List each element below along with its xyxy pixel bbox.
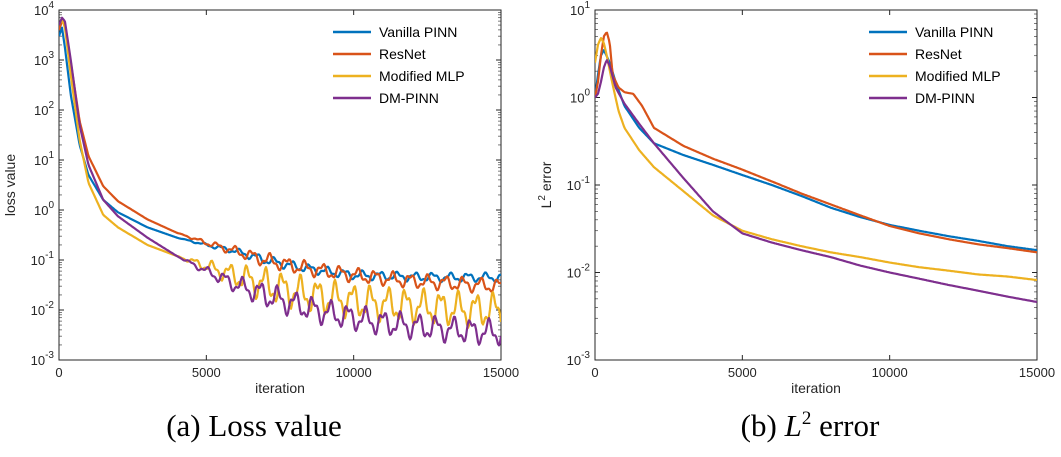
y-tick-label: 101: [570, 0, 590, 18]
x-tick-label: 10000: [872, 365, 908, 380]
y-tick-label: 10-1: [567, 175, 591, 193]
legend-label-resnet: ResNet: [915, 46, 962, 62]
series-line-modified-mlp: [59, 18, 501, 329]
x-tick-label: 0: [55, 365, 62, 380]
series-line-dm-pinn: [595, 59, 1037, 304]
series-lines: [595, 31, 1037, 304]
x-tick-label: 5000: [728, 365, 757, 380]
y-tick-label: 102: [34, 100, 54, 118]
y-tick-label: 10-2: [31, 300, 55, 318]
series-lines: [59, 16, 501, 347]
series-line-resnet: [59, 20, 501, 294]
panel-loss-value: 0 5000 10000 15000 10-3 10-2 10-1 100 101 102 103 1…: [2, 0, 519, 443]
panel-caption: (a) Loss value: [166, 408, 342, 443]
x-tick-label: 10000: [336, 365, 372, 380]
series-line-vanilla-pinn: [59, 26, 501, 284]
y-tick-label: 101: [34, 150, 54, 168]
x-tick-label: 5000: [192, 365, 221, 380]
panel-caption: (b) L2 error: [741, 408, 880, 443]
legend-label-resnet: ResNet: [379, 46, 426, 62]
y-tick-label: 104: [34, 0, 54, 18]
x-tick-label: 15000: [483, 365, 519, 380]
legend-label-vanilla-pinn: Vanilla PINN: [915, 24, 993, 40]
y-tick-label: 10-1: [31, 250, 55, 268]
y-tick-label: 100: [570, 88, 590, 106]
legend-label-dm-pinn: DM-PINN: [915, 90, 975, 106]
series-line-vanilla-pinn: [595, 49, 1037, 252]
y-tick-label: 103: [34, 50, 54, 68]
x-tick-label: 15000: [1019, 365, 1055, 380]
x-axis-label: iteration: [255, 380, 305, 396]
legend-label-modified-mlp: Modified MLP: [915, 68, 1001, 84]
series-line-modified-mlp: [595, 36, 1037, 282]
y-tick-label: 10-3: [567, 350, 591, 368]
legend-label-vanilla-pinn: Vanilla PINN: [379, 24, 457, 40]
y-tick-label: 100: [34, 200, 54, 218]
x-tick-label: 0: [591, 365, 598, 380]
y-tick-label: 10-2: [567, 263, 591, 281]
axes-box: [594, 9, 1038, 361]
x-axis-label: iteration: [791, 380, 841, 396]
y-axis-label: L2 error: [537, 161, 554, 208]
legend-label-modified-mlp: Modified MLP: [379, 68, 465, 84]
y-tick-label: 10-3: [31, 350, 55, 368]
axes-box: [58, 9, 502, 361]
y-axis-label: loss value: [2, 154, 18, 216]
series-line-resnet: [595, 31, 1037, 254]
legend-label-dm-pinn: DM-PINN: [379, 90, 439, 106]
panel-l2-error: 0 5000 10000 15000 10-3 10-2 10-1 100 101 iterati…: [537, 0, 1055, 443]
series-line-dm-pinn: [59, 16, 501, 347]
